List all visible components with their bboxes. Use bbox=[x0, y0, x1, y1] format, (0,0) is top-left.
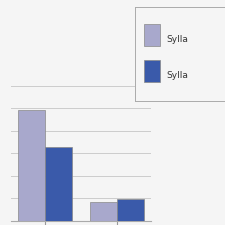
Bar bbox=[117, 199, 144, 220]
Text: Sylla: Sylla bbox=[166, 71, 188, 80]
Bar bbox=[18, 110, 45, 220]
Bar bbox=[90, 202, 117, 220]
Bar bbox=[144, 24, 160, 46]
Text: Sylla: Sylla bbox=[166, 35, 188, 44]
Bar bbox=[144, 60, 160, 82]
Bar bbox=[45, 147, 72, 220]
